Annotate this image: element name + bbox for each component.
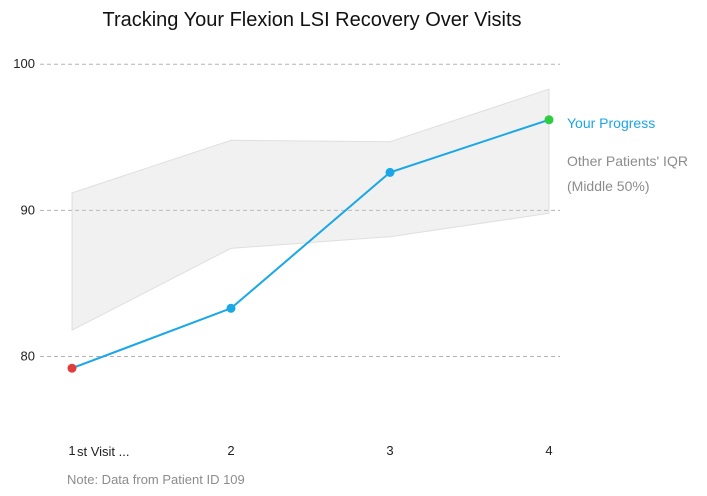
x-tick-label: 1 xyxy=(68,443,75,458)
y-tick-label: 100 xyxy=(13,56,35,71)
y-tick-label: 90 xyxy=(21,202,35,217)
x-tick-label: 4 xyxy=(545,443,552,458)
x-tick-label-first-suffix: st Visit ... xyxy=(77,444,130,459)
data-point-visit-4 xyxy=(544,115,554,125)
series-label-your-progress: Your Progress xyxy=(567,115,655,131)
band-label-line1: Other Patients' IQR xyxy=(567,153,688,169)
x-axis-ticks: 1 2 3 4 st Visit ... xyxy=(68,443,552,459)
y-tick-label: 80 xyxy=(21,349,35,364)
x-tick-label: 2 xyxy=(227,443,234,458)
data-point-visit-1 xyxy=(67,363,77,373)
chart-title: Tracking Your Flexion LSI Recovery Over … xyxy=(102,9,521,31)
x-tick-label: 3 xyxy=(386,443,393,458)
data-point-visit-2 xyxy=(226,303,236,313)
progress-line xyxy=(71,118,550,370)
y-axis-ticks: 80 90 100 xyxy=(13,56,35,363)
data-points xyxy=(67,115,554,373)
gridlines xyxy=(40,63,560,358)
iqr-band-layer xyxy=(71,88,550,332)
iqr-band xyxy=(71,88,550,332)
band-label-line2: (Middle 50%) xyxy=(567,178,649,194)
data-point-visit-3 xyxy=(385,167,395,177)
chart-note: Note: Data from Patient ID 109 xyxy=(67,472,245,487)
progress-line-layer xyxy=(71,118,550,370)
